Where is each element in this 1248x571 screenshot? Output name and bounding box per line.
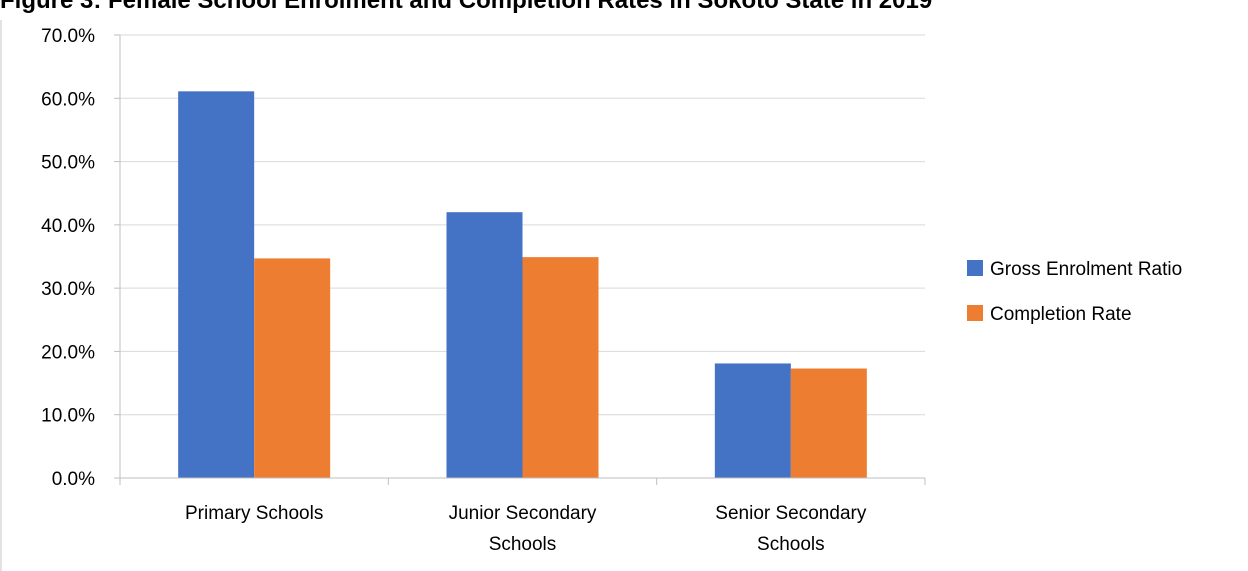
legend-label: Completion Rate xyxy=(990,304,1132,325)
x-tick-label: Primary Schools xyxy=(185,503,323,524)
chart-title-bar: Figure 3: Female School Enrolment and Co… xyxy=(0,0,1248,20)
y-tick-label: 20.0% xyxy=(41,342,95,363)
bar xyxy=(790,368,867,478)
x-tick-label-line: Senior Secondary xyxy=(715,503,867,524)
y-tick-label: 0.0% xyxy=(52,469,95,490)
y-tick-label: 60.0% xyxy=(41,89,95,110)
bar xyxy=(446,212,523,478)
y-tick-label: 70.0% xyxy=(41,26,95,47)
y-tick-labels: 0.0% 10.0% 20.0% 30.0% 40.0% 50.0% 60.0% 70.0% xyxy=(41,26,95,490)
bar xyxy=(178,91,255,479)
x-tick-label-line: Junior Secondary xyxy=(449,503,597,524)
y-tick-label: 50.0% xyxy=(41,153,95,174)
x-tick-label-line: Schools xyxy=(489,534,557,555)
legend-swatch xyxy=(967,260,983,276)
y-tick-label: 40.0% xyxy=(41,216,95,237)
bars xyxy=(178,91,867,479)
bar xyxy=(522,257,599,478)
legend-swatch xyxy=(967,305,983,321)
x-tick-label: Senior Secondary Schools xyxy=(715,503,867,555)
legend: Gross Enrolment Ratio Completion Rate xyxy=(967,259,1182,325)
legend-label: Gross Enrolment Ratio xyxy=(990,259,1182,280)
bar xyxy=(254,258,331,478)
y-tick-label: 10.0% xyxy=(41,406,95,427)
bar xyxy=(714,363,791,478)
chart-title: Figure 3: Female School Enrolment and Co… xyxy=(0,0,933,14)
x-tick-labels: Primary Schools Junior Secondary SchoolsSe… xyxy=(185,503,867,555)
y-tick-label: 30.0% xyxy=(41,279,95,300)
axes xyxy=(114,34,926,485)
x-tick-label-line: Primary Schools xyxy=(185,503,323,524)
x-tick-label: Junior Secondary Schools xyxy=(449,503,597,555)
x-tick-label-line: Schools xyxy=(757,534,825,555)
